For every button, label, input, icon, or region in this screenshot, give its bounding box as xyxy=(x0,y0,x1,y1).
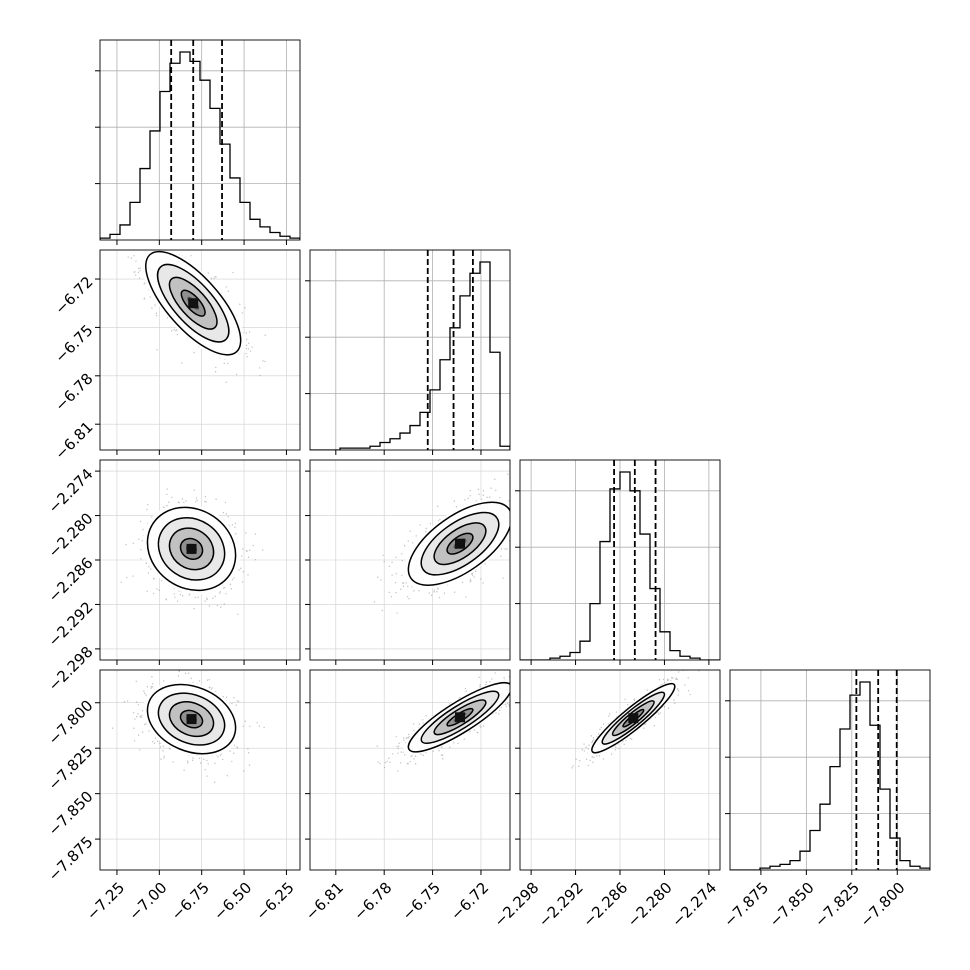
x-tick-label: −7.25 xyxy=(83,879,128,924)
x-tick-label: −6.25 xyxy=(253,879,298,924)
y-tick-label: −6.78 xyxy=(51,370,96,415)
contour-line-0 xyxy=(591,682,676,754)
x-tick-label: −7.00 xyxy=(125,879,170,924)
histogram-steps-1 xyxy=(310,261,510,450)
contour-line-2 xyxy=(168,527,215,571)
y-tick-label: −2.298 xyxy=(45,643,97,695)
x-tick-label: −2.286 xyxy=(579,879,631,931)
contour-line-1 xyxy=(157,517,226,581)
histogram-panel-2 xyxy=(520,460,720,660)
contour-line-1 xyxy=(420,690,500,744)
contour-line-1 xyxy=(157,692,226,746)
panel-frame-1-0 xyxy=(99,249,301,451)
scatter-panel-3-1 xyxy=(310,670,510,870)
y-tick-label: −6.75 xyxy=(51,321,96,366)
x-tick-label: −7.875 xyxy=(720,879,772,931)
contour-line-0 xyxy=(146,683,237,755)
y-tick-label: −6.72 xyxy=(51,273,96,318)
contour-line-1 xyxy=(156,263,230,343)
x-tick-label: −6.75 xyxy=(168,879,213,924)
x-tick-label: −2.274 xyxy=(668,879,720,931)
panel-frame-1-1 xyxy=(309,249,511,451)
histogram-panel-3 xyxy=(730,670,930,870)
y-tick-label: −7.875 xyxy=(45,833,97,885)
y-tick-label: −7.800 xyxy=(45,697,97,749)
histogram-panel-1 xyxy=(310,250,510,450)
contour-line-1 xyxy=(420,511,500,576)
x-tick-label: −6.75 xyxy=(399,879,444,924)
contour-line-0 xyxy=(407,501,510,586)
x-tick-label: −7.800 xyxy=(857,879,909,931)
y-tick-label: −2.292 xyxy=(45,598,97,650)
x-tick-label: −6.50 xyxy=(210,879,255,924)
histogram-panel-0 xyxy=(100,40,300,240)
scatter-panel-2-1 xyxy=(310,460,510,660)
density-peak xyxy=(628,713,639,724)
x-tick-label: −6.72 xyxy=(447,879,492,924)
scatter-panel-3-0 xyxy=(100,670,300,870)
contour-line-2 xyxy=(168,701,215,738)
histogram-steps-2 xyxy=(520,471,720,660)
contour-line-0 xyxy=(146,506,237,592)
x-tick-label: −6.81 xyxy=(302,879,347,924)
x-tick-label: −2.292 xyxy=(535,879,587,931)
contour-line-2 xyxy=(433,699,487,736)
y-tick-label: −7.850 xyxy=(45,787,97,839)
contour-line-2 xyxy=(168,276,218,330)
x-tick-label: −7.850 xyxy=(766,879,818,931)
x-tick-label: −2.298 xyxy=(490,879,542,931)
y-tick-label: −6.81 xyxy=(51,418,96,463)
y-tick-label: −7.825 xyxy=(45,742,97,794)
x-tick-label: −6.78 xyxy=(350,879,395,924)
contour-line-0 xyxy=(145,250,242,356)
scatter-panel-1-0 xyxy=(100,250,300,450)
panel-frame-3-1 xyxy=(309,669,511,871)
histogram-steps-3 xyxy=(730,681,930,870)
contour-line-3 xyxy=(179,537,204,561)
y-tick-label: −2.286 xyxy=(45,554,97,606)
density-peak xyxy=(455,538,465,549)
density-peak xyxy=(186,714,197,725)
panel-frame-3-3 xyxy=(729,669,931,871)
x-tick-label: −2.280 xyxy=(624,879,676,931)
x-tick-label: −7.825 xyxy=(811,879,863,931)
contour-line-2 xyxy=(433,522,487,566)
scatter-panel-2-0 xyxy=(100,460,300,660)
panel-frame-3-0 xyxy=(99,669,301,871)
density-peak xyxy=(455,712,465,723)
y-tick-label: −2.280 xyxy=(45,509,97,561)
density-peak xyxy=(186,543,197,554)
contour-line-3 xyxy=(446,532,474,555)
density-peak xyxy=(188,298,199,309)
histogram-steps-0 xyxy=(100,51,300,240)
contour-line-0 xyxy=(407,681,510,753)
contour-line-3 xyxy=(179,709,204,729)
scatter-panel-3-2 xyxy=(520,670,720,870)
y-tick-label: −2.274 xyxy=(45,465,97,517)
panel-frame-0-0 xyxy=(99,39,301,241)
contour-line-1 xyxy=(601,691,666,745)
